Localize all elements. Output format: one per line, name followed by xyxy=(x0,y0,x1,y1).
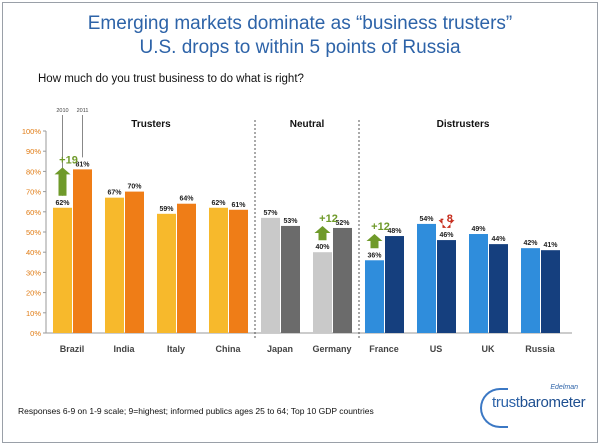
bar-russia-2010 xyxy=(521,248,540,333)
data-label: 49% xyxy=(471,226,486,233)
data-label: 44% xyxy=(491,236,506,243)
y-tick-label: 100% xyxy=(22,127,42,136)
y-tick-label: 70% xyxy=(26,188,41,197)
footnote: Responses 6-9 on 1-9 scale; 9=highest; i… xyxy=(18,406,374,416)
data-label: 46% xyxy=(439,232,454,239)
group-header: Neutral xyxy=(290,119,325,130)
bar-japan-2010 xyxy=(261,217,280,333)
bar-us-2010 xyxy=(417,223,436,333)
group-header: Distrusters xyxy=(437,119,490,130)
logo-brand: Edelman xyxy=(550,384,578,391)
bar-brazil-2010 xyxy=(53,207,72,333)
bar-italy-2010 xyxy=(157,213,176,333)
category-label: Italy xyxy=(167,344,185,354)
data-label: 40% xyxy=(315,244,330,251)
bar-china-2010 xyxy=(209,207,228,333)
bar-russia-2011 xyxy=(541,250,560,333)
trustbarometer-logo: Edelman trustbarometer xyxy=(480,384,592,430)
bar-us-2011 xyxy=(437,240,456,333)
data-label: 81% xyxy=(75,161,90,168)
bar-germany-2011 xyxy=(333,227,352,333)
y-tick-label: 20% xyxy=(26,289,41,298)
data-label: 54% xyxy=(419,216,434,223)
up-arrow-icon xyxy=(54,167,71,196)
data-label: 53% xyxy=(283,218,298,225)
chart-title-line-2: U.S. drops to within 5 points of Russia xyxy=(139,37,461,58)
data-label: 59% xyxy=(159,206,174,213)
bar-italy-2011 xyxy=(177,203,196,333)
data-label: 64% xyxy=(179,196,194,203)
y-tick-label: 90% xyxy=(26,147,41,156)
category-label: Japan xyxy=(267,344,293,354)
bar-india-2010 xyxy=(105,197,124,333)
y-tick-label: 10% xyxy=(26,309,41,318)
data-label: 57% xyxy=(263,210,278,217)
data-label: 48% xyxy=(387,228,402,235)
bar-japan-2011 xyxy=(281,225,300,333)
category-label: Russia xyxy=(525,344,556,354)
year-label-2010: 2010 xyxy=(56,108,68,114)
data-label: 62% xyxy=(55,200,70,207)
logo-wordmark: trustbarometer xyxy=(492,394,586,411)
y-tick-label: 60% xyxy=(26,208,41,217)
change-label: +12 xyxy=(319,213,338,225)
bar-india-2011 xyxy=(125,191,144,333)
up-arrow-icon xyxy=(314,225,331,241)
category-label: UK xyxy=(482,344,495,354)
data-label: 62% xyxy=(211,200,226,207)
data-label: 67% xyxy=(107,190,122,197)
category-label: Germany xyxy=(312,344,351,354)
bar-uk-2010 xyxy=(469,234,488,333)
y-tick-label: 50% xyxy=(26,228,41,237)
y-tick-label: 80% xyxy=(26,167,41,176)
y-tick-label: 40% xyxy=(26,248,41,257)
logo-trust: trust xyxy=(492,394,520,411)
data-label: 70% xyxy=(127,184,142,191)
group-header: Trusters xyxy=(131,119,171,130)
category-label: India xyxy=(113,344,135,354)
logo-barometer: barometer xyxy=(519,394,586,411)
change-label: +12 xyxy=(371,221,390,233)
bar-uk-2011 xyxy=(489,244,508,333)
data-label: 42% xyxy=(523,240,538,247)
data-label: 41% xyxy=(543,242,558,249)
y-tick-label: 30% xyxy=(26,268,41,277)
category-label: Brazil xyxy=(60,344,85,354)
bar-france-2010 xyxy=(365,260,384,333)
change-label: - 8 xyxy=(440,213,453,225)
year-label-2011: 2011 xyxy=(77,108,89,114)
data-label: 52% xyxy=(335,220,350,227)
bar-china-2011 xyxy=(229,209,248,333)
chart-question: How much do you trust business to do wha… xyxy=(38,73,304,85)
up-arrow-icon xyxy=(366,234,383,249)
bar-brazil-2011 xyxy=(73,169,92,333)
data-label: 36% xyxy=(367,252,382,259)
bar-france-2011 xyxy=(385,236,404,333)
category-label: US xyxy=(430,344,443,354)
down-arrow-icon xyxy=(438,220,455,229)
data-label: 61% xyxy=(231,202,246,209)
logo-arc-icon xyxy=(480,388,508,428)
change-label: +19 xyxy=(59,154,78,166)
bar-germany-2010 xyxy=(313,252,332,333)
category-label: France xyxy=(369,344,399,354)
y-tick-label: 0% xyxy=(30,329,41,338)
category-label: China xyxy=(215,344,241,354)
chart-title-line-1: Emerging markets dominate as “business t… xyxy=(87,13,513,34)
